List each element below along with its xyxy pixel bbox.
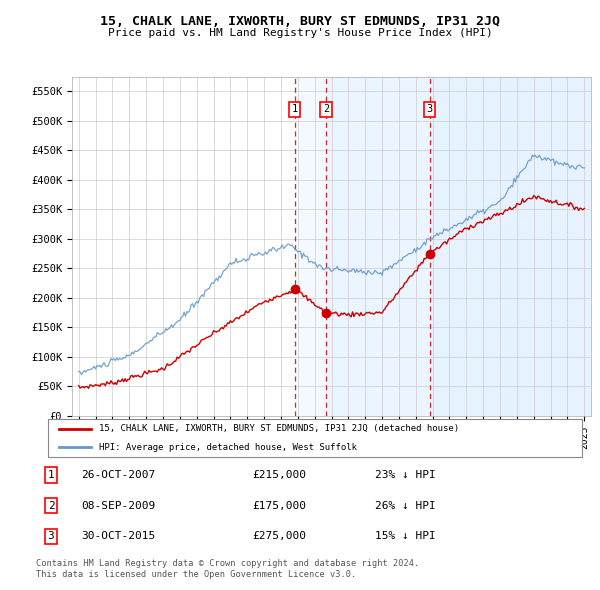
Text: 1: 1	[47, 470, 55, 480]
Text: This data is licensed under the Open Government Licence v3.0.: This data is licensed under the Open Gov…	[36, 571, 356, 579]
Bar	[295, 77, 591, 416]
Text: 3: 3	[427, 104, 433, 114]
Text: 30-OCT-2015: 30-OCT-2015	[81, 532, 155, 541]
Text: 1: 1	[292, 104, 298, 114]
Text: 08-SEP-2009: 08-SEP-2009	[81, 501, 155, 510]
Bar	[430, 77, 591, 416]
Text: £215,000: £215,000	[252, 470, 306, 480]
Bar	[326, 77, 591, 416]
Text: Contains HM Land Registry data © Crown copyright and database right 2024.: Contains HM Land Registry data © Crown c…	[36, 559, 419, 568]
Text: £275,000: £275,000	[252, 532, 306, 541]
Text: 15% ↓ HPI: 15% ↓ HPI	[375, 532, 436, 541]
Text: 15, CHALK LANE, IXWORTH, BURY ST EDMUNDS, IP31 2JQ (detached house): 15, CHALK LANE, IXWORTH, BURY ST EDMUNDS…	[99, 424, 459, 434]
Text: 2: 2	[323, 104, 329, 114]
Text: HPI: Average price, detached house, West Suffolk: HPI: Average price, detached house, West…	[99, 442, 357, 452]
Text: Price paid vs. HM Land Registry's House Price Index (HPI): Price paid vs. HM Land Registry's House …	[107, 28, 493, 38]
Text: 15, CHALK LANE, IXWORTH, BURY ST EDMUNDS, IP31 2JQ: 15, CHALK LANE, IXWORTH, BURY ST EDMUNDS…	[100, 15, 500, 28]
Text: 2: 2	[47, 501, 55, 510]
Text: £175,000: £175,000	[252, 501, 306, 510]
Text: 3: 3	[47, 532, 55, 541]
Text: 26-OCT-2007: 26-OCT-2007	[81, 470, 155, 480]
Text: 26% ↓ HPI: 26% ↓ HPI	[375, 501, 436, 510]
Text: 23% ↓ HPI: 23% ↓ HPI	[375, 470, 436, 480]
